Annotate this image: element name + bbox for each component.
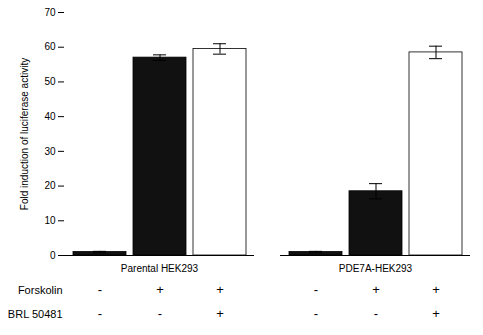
svg-text:50: 50 bbox=[44, 76, 56, 87]
svg-text:+: + bbox=[372, 282, 380, 297]
svg-text:BRL 50481: BRL 50481 bbox=[8, 308, 63, 320]
svg-text:10: 10 bbox=[44, 215, 56, 226]
svg-text:40: 40 bbox=[44, 111, 56, 122]
svg-text:PDE7A-HEK293: PDE7A-HEK293 bbox=[339, 263, 413, 274]
svg-text:Forskolin: Forskolin bbox=[18, 284, 63, 296]
svg-text:-: - bbox=[314, 306, 318, 321]
svg-text:70: 70 bbox=[44, 7, 56, 18]
svg-text:Parental HEK293: Parental HEK293 bbox=[121, 263, 199, 274]
svg-text:-: - bbox=[158, 306, 162, 321]
svg-text:20: 20 bbox=[44, 180, 56, 191]
svg-text:Fold induction of luciferase a: Fold induction of luciferase activity bbox=[19, 58, 30, 210]
svg-text:-: - bbox=[314, 282, 318, 297]
svg-text:0: 0 bbox=[50, 250, 56, 261]
svg-text:+: + bbox=[156, 282, 164, 297]
svg-text:-: - bbox=[98, 306, 102, 321]
svg-text:+: + bbox=[216, 282, 224, 297]
svg-text:-: - bbox=[374, 306, 378, 321]
svg-text:30: 30 bbox=[44, 146, 56, 157]
svg-text:+: + bbox=[432, 306, 440, 321]
svg-text:+: + bbox=[216, 306, 224, 321]
svg-text:-: - bbox=[98, 282, 102, 297]
svg-text:+: + bbox=[432, 282, 440, 297]
svg-text:60: 60 bbox=[44, 41, 56, 52]
